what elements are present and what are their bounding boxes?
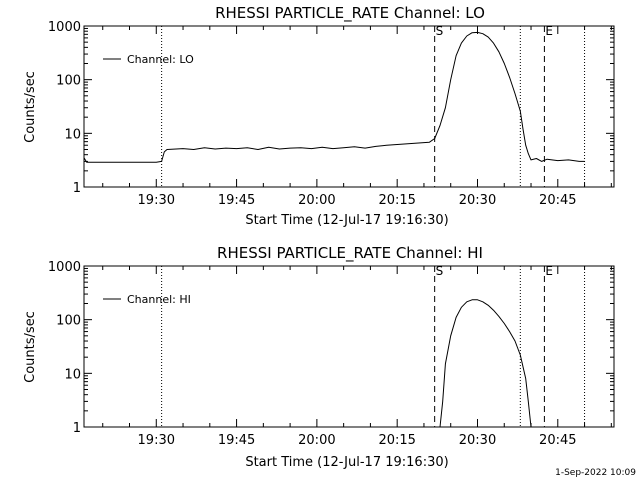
series-group xyxy=(439,299,532,428)
y-tick-label: 1000 xyxy=(48,260,81,275)
y-axis-label: Counts/sec xyxy=(23,311,38,383)
series-group xyxy=(83,31,585,163)
legend-entry: Channel: LO xyxy=(127,53,194,66)
x-tick-label: 20:15 xyxy=(378,433,415,448)
x-tick-label: 20:00 xyxy=(298,433,335,448)
series-line xyxy=(83,31,585,163)
x-tick-label: 20:00 xyxy=(298,193,335,208)
x-tick-label: 20:15 xyxy=(378,193,415,208)
y-tick-label: 1 xyxy=(73,421,81,436)
y-axis-ticks: 1 10 100 1000 xyxy=(48,260,614,436)
x-axis-label: Start Time (12-Jul-17 19:16:30) xyxy=(245,455,448,470)
x-tick-label: 19:45 xyxy=(218,433,255,448)
x-tick-label: 20:45 xyxy=(539,433,576,448)
y-tick-label: 10 xyxy=(64,127,81,142)
chart-title: RHESSI PARTICLE_RATE Channel: HI xyxy=(217,244,483,263)
y-axis-label: Counts/sec xyxy=(23,71,38,143)
marker-label-s: S xyxy=(436,24,444,38)
y-tick-label: 1 xyxy=(73,181,81,196)
chart-title: RHESSI PARTICLE_RATE Channel: LO xyxy=(215,4,485,23)
x-tick-label: 20:30 xyxy=(459,193,496,208)
legend: Channel: LO xyxy=(103,53,194,66)
legend: Channel: HI xyxy=(103,293,191,306)
marker-label-e: E xyxy=(545,24,553,38)
marker-label-s: S xyxy=(436,264,444,278)
series-line xyxy=(439,299,532,428)
x-axis-ticks: 19:30 19:45 20:00 20:15 20:30 20:45 xyxy=(102,266,612,448)
footer-timestamp: 1-Sep-2022 10:09 xyxy=(555,468,636,478)
plot-frame xyxy=(83,25,615,188)
y-tick-label: 1000 xyxy=(48,20,81,35)
x-axis-label: Start Time (12-Jul-17 19:16:30) xyxy=(245,213,448,228)
x-axis-ticks: 19:30 19:45 20:00 20:15 20:30 20:45 xyxy=(102,26,612,208)
plot-frame xyxy=(83,265,615,428)
x-tick-label: 19:45 xyxy=(218,193,255,208)
x-tick-label: 20:30 xyxy=(459,433,496,448)
x-tick-label: 19:30 xyxy=(138,193,175,208)
y-axis-ticks: 1 10 100 1000 xyxy=(48,20,614,196)
marker-label-e: E xyxy=(545,264,553,278)
x-tick-label: 19:30 xyxy=(138,433,175,448)
x-tick-label: 20:45 xyxy=(539,193,576,208)
y-tick-label: 100 xyxy=(56,314,81,329)
y-tick-label: 100 xyxy=(56,74,81,89)
legend-entry: Channel: HI xyxy=(127,293,191,306)
y-tick-label: 10 xyxy=(64,367,81,382)
